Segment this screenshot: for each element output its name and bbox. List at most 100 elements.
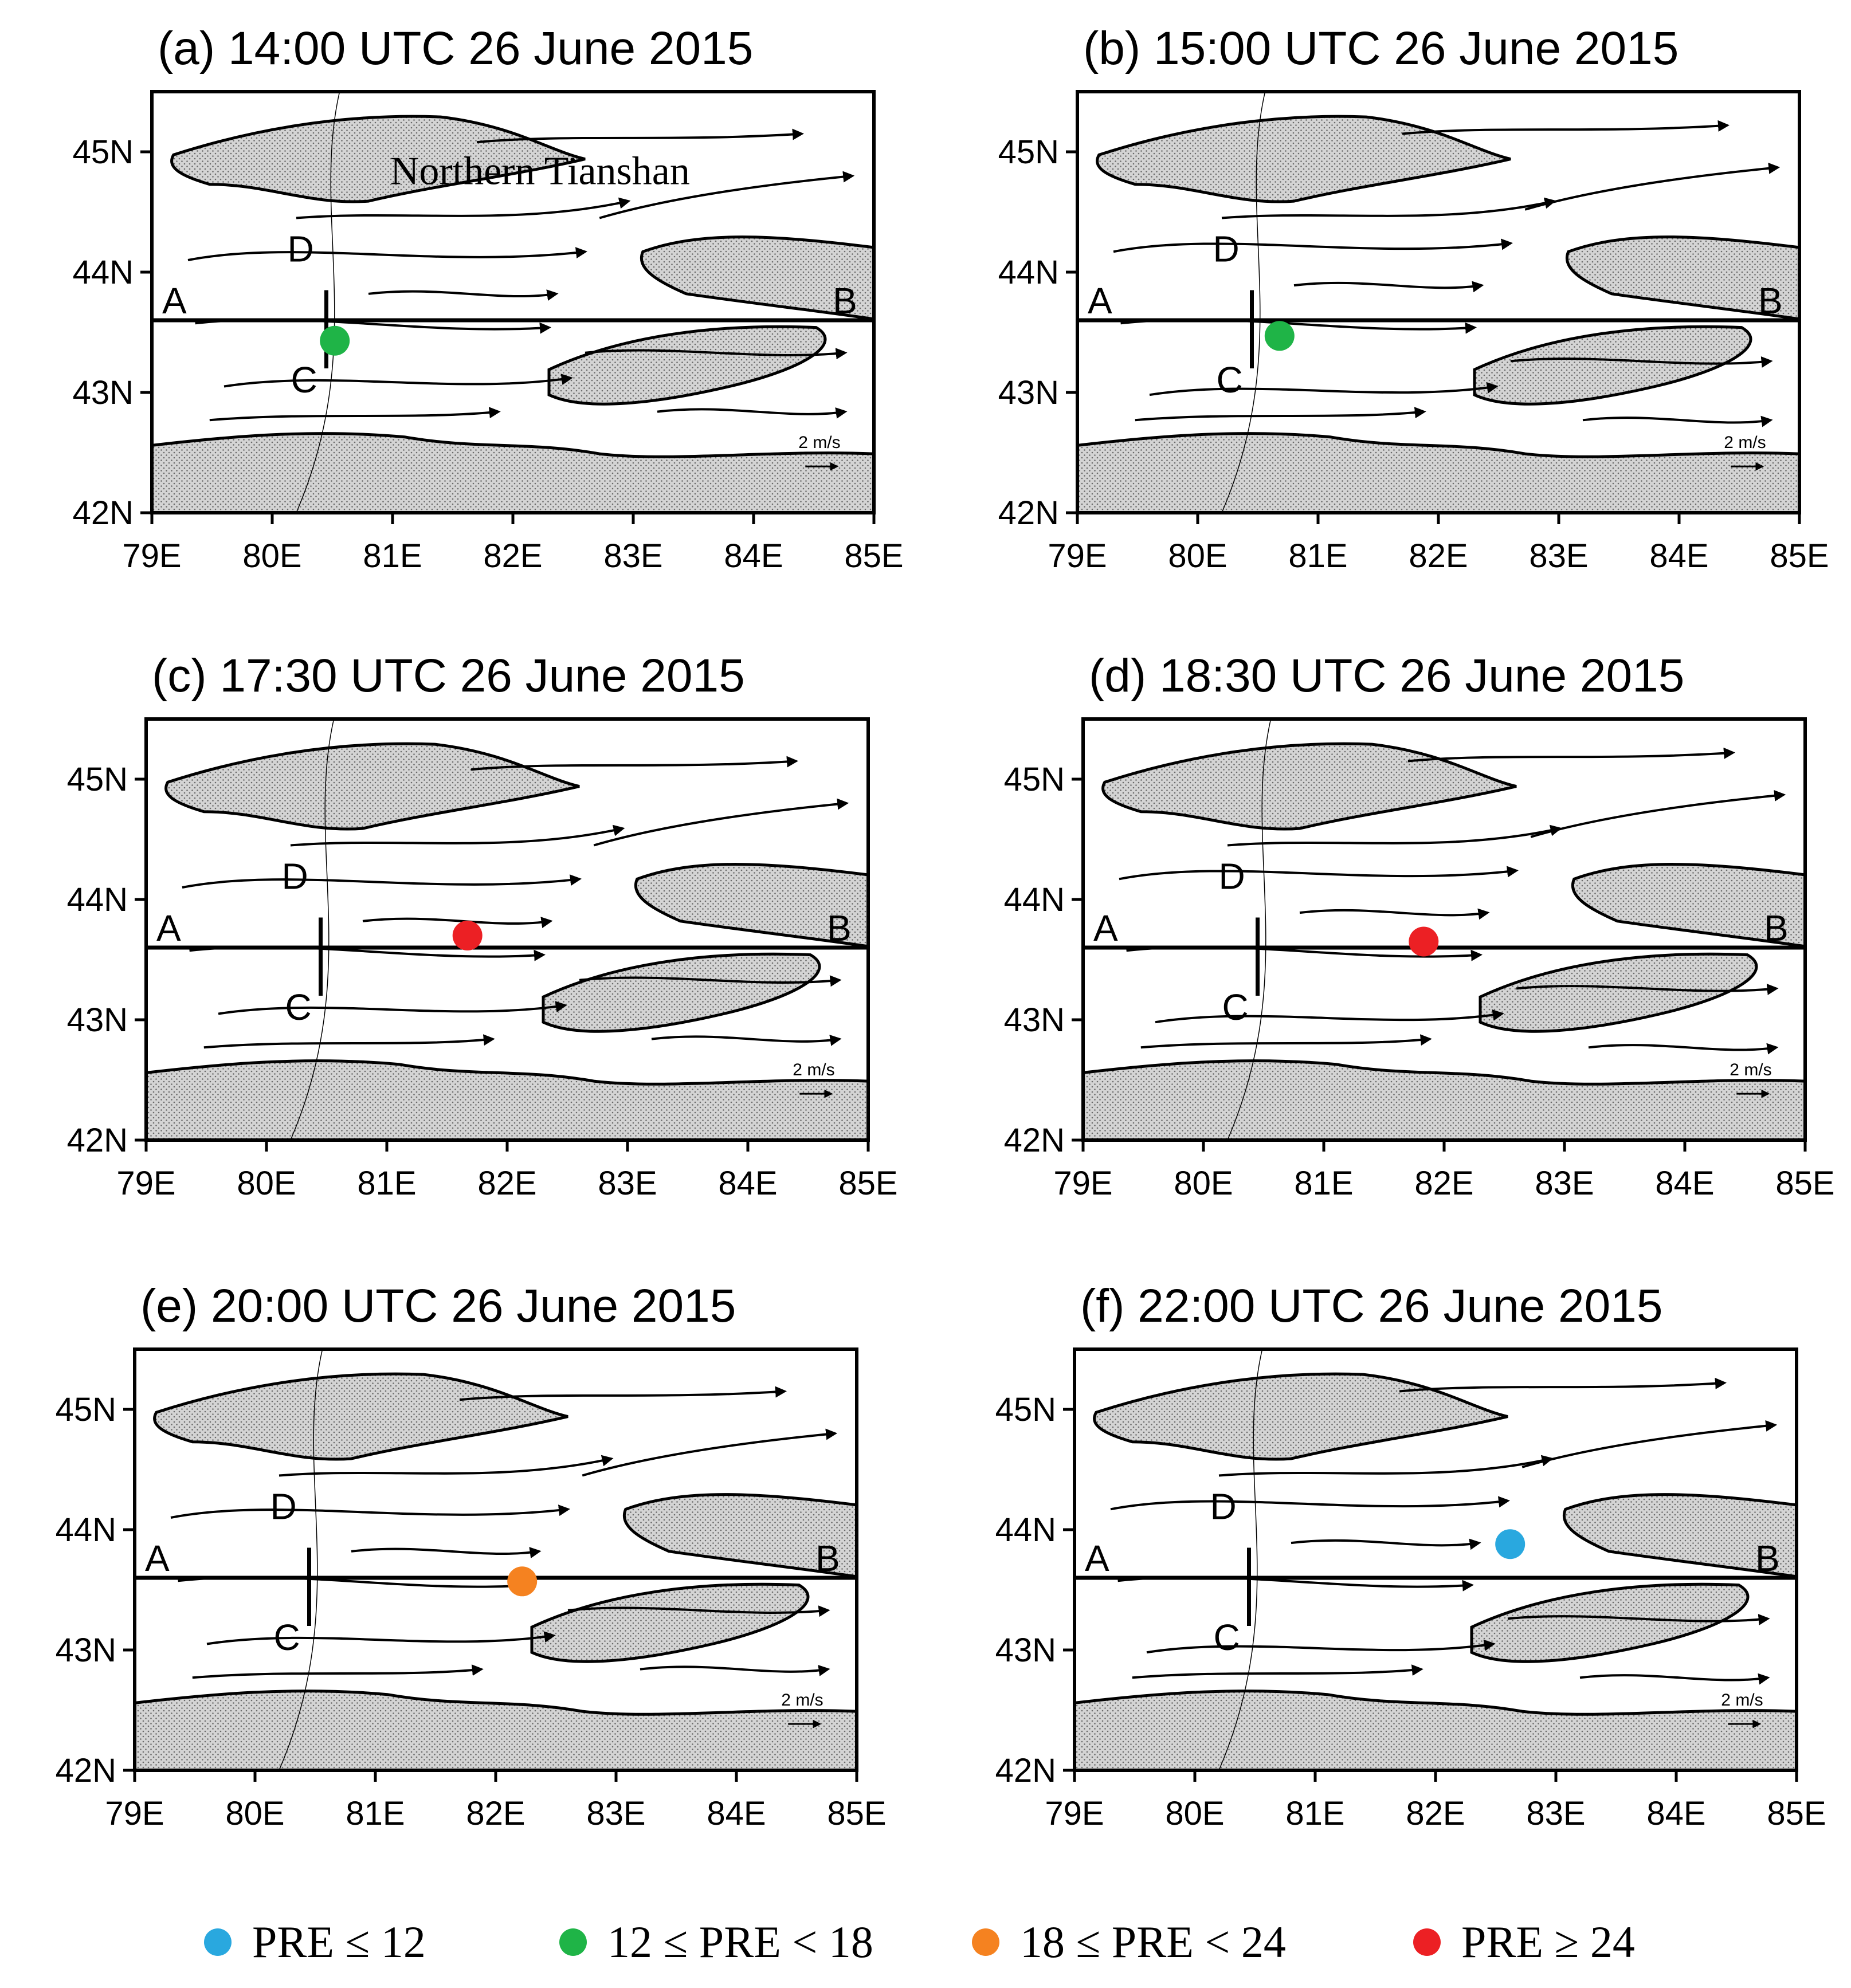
lat-tick-label: 45N <box>1004 761 1065 798</box>
streamline <box>1407 747 1735 763</box>
lon-tick-label: 85E <box>844 537 903 575</box>
streamline <box>296 197 631 219</box>
lon-tick-label: 83E <box>598 1165 657 1202</box>
map-panel: (a) 14:00 UTC 26 June 2015 A B C D Northern T… <box>73 22 904 575</box>
streamline <box>1516 983 1779 995</box>
streamline <box>1119 866 1519 881</box>
lon-tick-label: 83E <box>586 1795 645 1832</box>
lon-tick-label: 83E <box>603 537 662 575</box>
lat-tick-label: 42N <box>56 1752 116 1789</box>
streamline <box>1582 415 1773 427</box>
point-label-d: D <box>288 229 314 270</box>
border-line <box>1221 91 1266 513</box>
streamline <box>1132 1664 1423 1679</box>
legend-marker-ge24 <box>1413 1928 1441 1956</box>
streamline <box>1507 1613 1770 1625</box>
lat-tick-label: 42N <box>995 1752 1056 1789</box>
streamline <box>640 1665 830 1676</box>
legend-marker-le12 <box>204 1928 232 1956</box>
border-line <box>279 1349 323 1771</box>
streamline <box>1218 1455 1554 1477</box>
terrain-contour <box>1101 742 1517 831</box>
map-panel: (e) 20:00 UTC 26 June 2015 A B C D 2 m/s 79E 80… <box>56 1280 887 1832</box>
lon-tick-label: 80E <box>1165 1795 1224 1832</box>
terrain-contour <box>1096 115 1511 203</box>
map-panel: (d) 18:30 UTC 26 June 2015 A B C D 2 m/s 79E 80… <box>1004 650 1835 1202</box>
lat-tick-label: 43N <box>73 374 134 411</box>
lon-tick-label: 85E <box>827 1795 886 1832</box>
point-label-a: A <box>156 907 181 949</box>
terrain-contour <box>623 1493 858 1578</box>
streamline <box>1149 382 1499 396</box>
lon-tick-label: 84E <box>1646 1795 1705 1832</box>
border-line <box>1218 1349 1263 1771</box>
streamline <box>657 407 848 419</box>
point-label-c: C <box>1222 987 1249 1028</box>
lon-tick-label: 81E <box>357 1165 416 1202</box>
lon-tick-label: 82E <box>477 1165 536 1202</box>
streamline <box>351 1547 542 1558</box>
panel-title: (d) 18:30 UTC 26 June 2015 <box>1089 650 1684 702</box>
terrain-contour <box>542 952 821 1033</box>
terrain-contour <box>153 1372 568 1461</box>
panel-title: (b) 15:00 UTC 26 June 2015 <box>1083 22 1679 74</box>
terrain-contour <box>1093 1372 1508 1461</box>
point-label-b: B <box>1758 280 1783 321</box>
terrain-contour <box>1566 235 1801 321</box>
terrain-contour <box>1081 1059 1807 1142</box>
point-label-b: B <box>1764 907 1789 949</box>
streamline <box>187 247 587 261</box>
terrain-contour <box>133 1690 858 1772</box>
lat-tick-label: 42N <box>998 494 1059 532</box>
lat-tick-label: 43N <box>56 1632 116 1669</box>
terrain-contour <box>1571 863 1807 948</box>
streamline <box>1299 908 1490 920</box>
streamline <box>1579 1673 1770 1685</box>
streamline <box>579 975 842 987</box>
point-label-b: B <box>1755 1538 1780 1579</box>
lon-tick-label: 82E <box>1406 1795 1465 1832</box>
streamline <box>182 874 582 889</box>
border-line <box>1227 718 1272 1141</box>
lon-tick-label: 83E <box>1526 1795 1585 1832</box>
lon-tick-label: 82E <box>466 1795 525 1832</box>
lon-tick-label: 84E <box>1649 537 1708 575</box>
streamline <box>209 407 501 422</box>
point-label-c: C <box>291 359 317 400</box>
lat-tick-label: 44N <box>56 1511 116 1549</box>
lon-tick-label: 79E <box>1048 537 1107 575</box>
terrain-contour <box>640 235 876 321</box>
streamline <box>567 1605 830 1617</box>
streamline <box>170 1504 570 1519</box>
lat-tick-label: 45N <box>73 133 134 171</box>
map-panel: (b) 15:00 UTC 26 June 2015 A B C D 2 m/s 79E 80… <box>998 22 1829 575</box>
lat-tick-label: 42N <box>67 1122 128 1159</box>
streamline <box>1524 162 1781 211</box>
streamline <box>470 756 798 771</box>
streamline <box>1510 356 1773 368</box>
terrain-contour <box>547 325 827 406</box>
streamline <box>1530 789 1786 838</box>
lat-tick-label: 42N <box>73 494 134 532</box>
lat-tick-label: 44N <box>995 1511 1056 1549</box>
lon-tick-label: 81E <box>363 537 422 575</box>
lon-tick-label: 84E <box>1655 1165 1714 1202</box>
precipitation-marker <box>1495 1529 1525 1559</box>
terrain-contour <box>1473 325 1752 406</box>
streamline <box>599 171 855 219</box>
point-label-a: A <box>1088 280 1112 321</box>
streamline <box>1221 197 1556 219</box>
point-label-b: B <box>815 1538 840 1579</box>
streamline <box>1402 120 1730 135</box>
streamline <box>1146 1639 1496 1654</box>
panel-title: (c) 17:30 UTC 26 June 2015 <box>152 650 745 702</box>
map-panel: (f) 22:00 UTC 26 June 2015 A B C D 2 m/s 79E 80… <box>995 1280 1826 1832</box>
scale-vector-label: 2 m/s <box>793 1060 834 1079</box>
lon-tick-label: 85E <box>1775 1165 1834 1202</box>
streamline <box>1521 1420 1778 1468</box>
lon-tick-label: 82E <box>483 537 542 575</box>
map-panel: (c) 17:30 UTC 26 June 2015 A B C D 2 m/s 79E 80… <box>67 650 898 1202</box>
lat-tick-label: 44N <box>73 254 134 291</box>
terrain-contour <box>634 863 870 948</box>
